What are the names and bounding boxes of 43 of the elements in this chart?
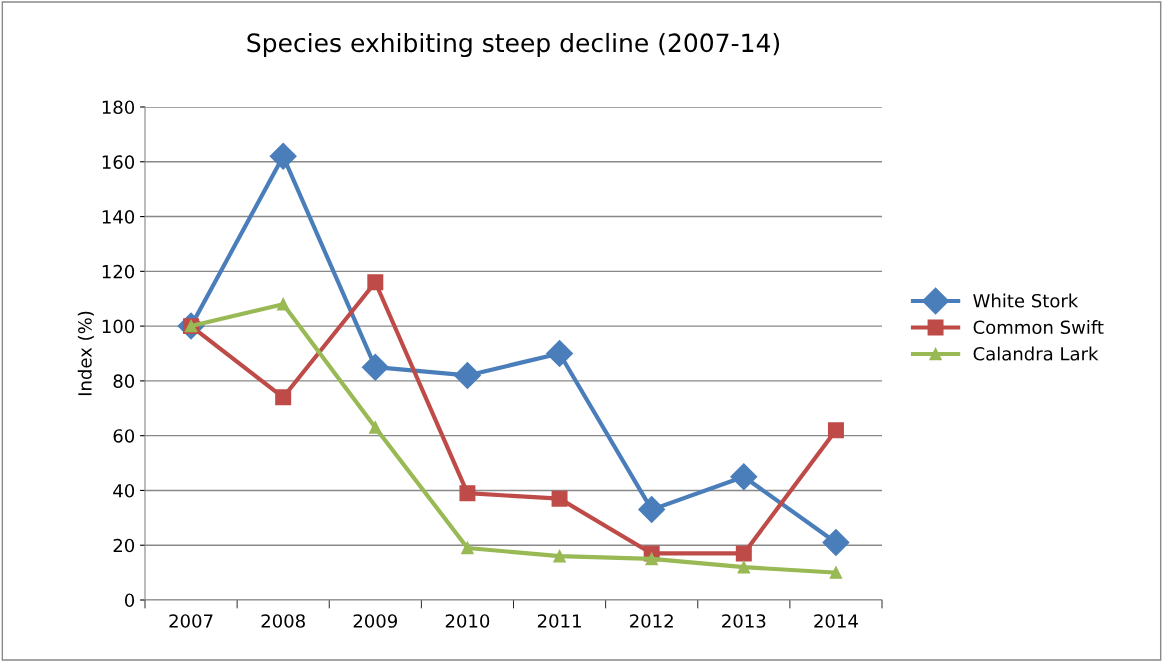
legend-label: White Stork (973, 293, 1079, 308)
y-tick-label: 140 (102, 210, 135, 224)
point (461, 541, 474, 555)
chart-title: Species exhibiting steep decline (2007-14) (247, 32, 780, 58)
y-axis-title: Index (%) (77, 311, 94, 396)
point (275, 389, 292, 406)
point (369, 421, 382, 434)
point (367, 274, 384, 291)
point (553, 549, 566, 563)
x-tick-label: 2012 (630, 614, 673, 628)
point (638, 496, 666, 524)
x-tick-label: 2011 (537, 614, 581, 628)
y-tick-label: 0 (124, 593, 135, 608)
y-tick-label: 100 (102, 319, 135, 334)
y-tick-label: 120 (102, 264, 135, 279)
x-tick-label: 2010 (445, 614, 490, 628)
legend-label: Calandra Lark (973, 346, 1099, 361)
point (822, 529, 850, 556)
x-tick-label: 2008 (261, 614, 305, 628)
point (546, 340, 574, 367)
point (730, 463, 758, 491)
x-tick-label: 2013 (722, 614, 766, 628)
y-tick-label: 20 (113, 538, 135, 553)
point (551, 490, 568, 507)
point (269, 142, 297, 170)
y-tick-label: 180 (102, 100, 135, 115)
point (737, 560, 751, 574)
point (735, 545, 752, 562)
point (453, 361, 481, 389)
point (645, 552, 658, 566)
y-tick-label: 60 (113, 429, 135, 443)
point (827, 422, 844, 439)
point (829, 566, 843, 579)
point (361, 353, 389, 381)
x-tick-label: 2009 (353, 614, 398, 628)
point (459, 485, 476, 502)
x-tick-label: 2007 (169, 614, 213, 628)
y-tick-label: 80 (113, 374, 135, 389)
y-tick-label: 40 (113, 483, 135, 498)
y-tick-label: 160 (102, 155, 135, 169)
point (276, 297, 290, 311)
legend-label: Common Swift (973, 320, 1104, 335)
x-tick-label: 2014 (814, 614, 858, 628)
